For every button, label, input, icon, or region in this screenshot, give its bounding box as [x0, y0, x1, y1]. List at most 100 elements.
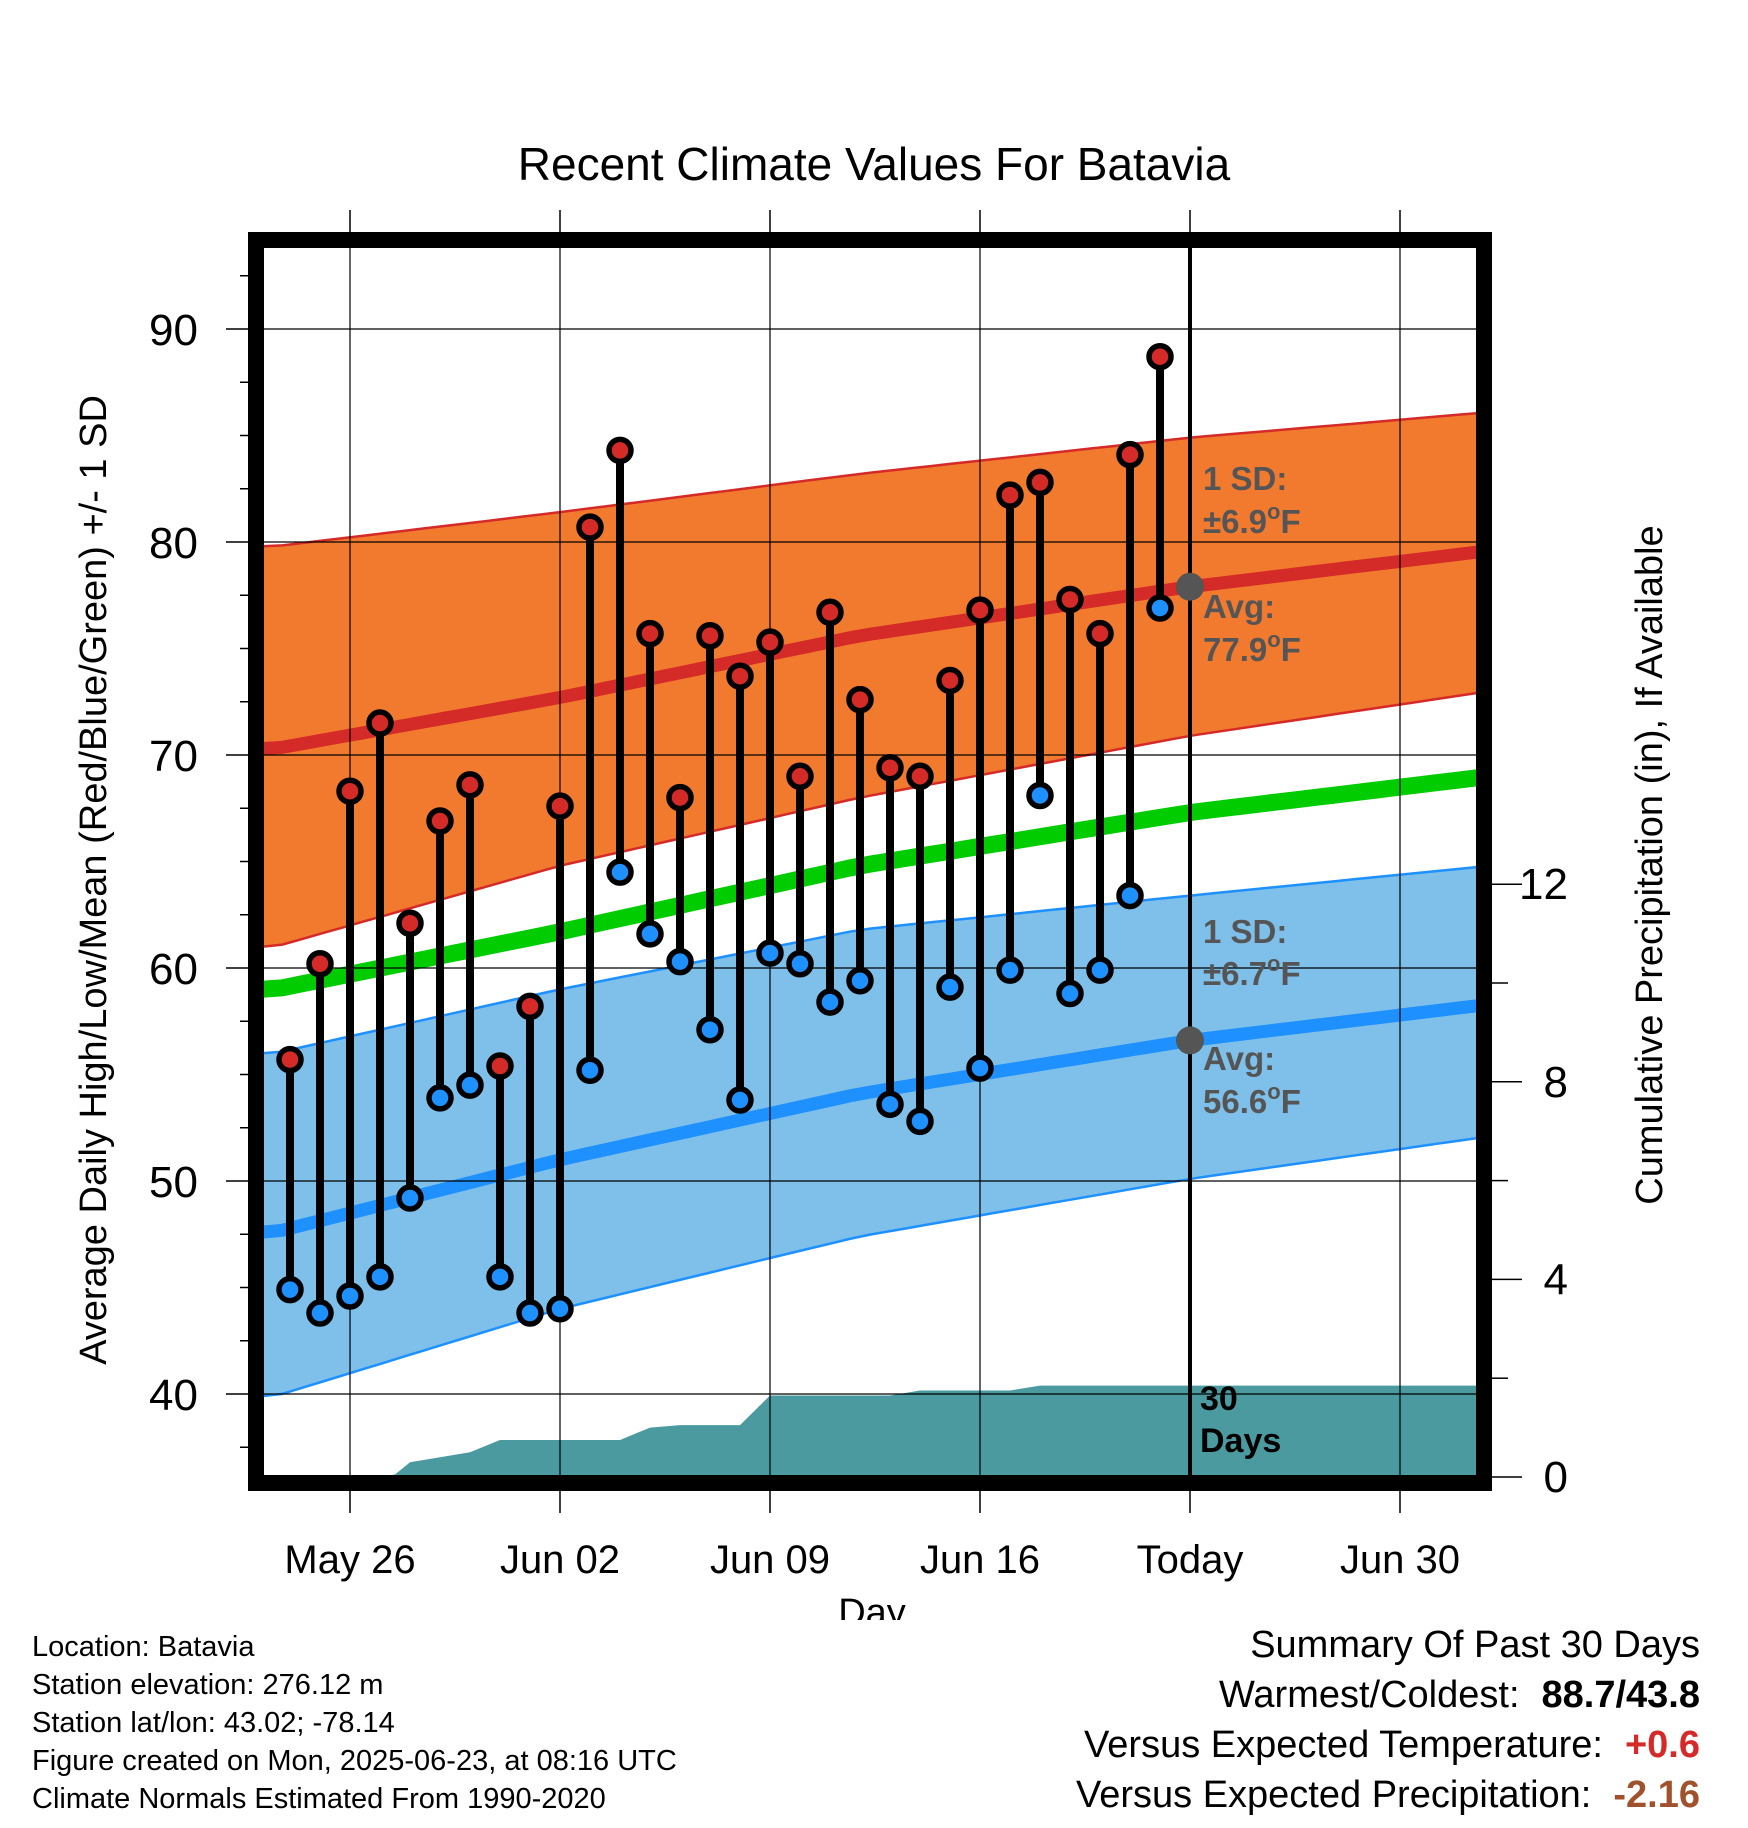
low-sd-value: ±6.7oF: [1203, 951, 1301, 992]
precip-value: -2.16: [1613, 1774, 1700, 1816]
warmest-row: Warmest/Coldest: 88.7/43.8: [1076, 1670, 1700, 1720]
normal-high-line: [262, 545, 1478, 756]
x-tick-label: Jun 09: [710, 1538, 830, 1582]
low-temp-point: [636, 920, 664, 948]
low-temp-point: [576, 1056, 604, 1084]
y2-tick-label: 8: [1544, 1058, 1568, 1107]
low-temp-point: [666, 947, 694, 976]
y-axis-label: Average Daily High/Low/Mean (Red/Blue/Gr…: [73, 395, 115, 1365]
high-temp-point: [876, 754, 904, 782]
x-tick-label: Jun 16: [920, 1538, 1040, 1582]
low-temp-point: [1086, 956, 1114, 984]
high-temp-point: [486, 1052, 514, 1080]
days-label-number: 30: [1200, 1380, 1238, 1418]
warmest-value: 88.7/43.8: [1541, 1674, 1700, 1716]
y2-axis-label: Cumulative Precipitation (in), If Availa…: [1629, 525, 1671, 1204]
station-info: Location: Batavia Station elevation: 276…: [32, 1628, 677, 1818]
high-temp-point: [306, 949, 334, 978]
high-avg-label: Avg:: [1203, 588, 1275, 625]
high-temp-point: [426, 807, 454, 835]
location-text: Location: Batavia: [32, 1631, 255, 1663]
high-temp-point: [516, 992, 544, 1021]
plot-content: [262, 246, 1478, 1477]
low-temp-point: [786, 949, 814, 978]
high-temp-point: [1116, 440, 1144, 469]
low-temp-point: [876, 1090, 904, 1119]
high-temp-point: [786, 762, 814, 791]
high-band-lower-edge: [262, 691, 1478, 948]
low-temp-point: [1116, 881, 1144, 910]
precip-label: Versus Expected Precipitation:: [1075, 1774, 1592, 1816]
low-temp-point: [276, 1275, 304, 1304]
precipitation-area: [266, 1385, 1478, 1477]
low-temp-point: [306, 1299, 334, 1327]
low-temp-point: [996, 956, 1024, 984]
low-temp-point: [606, 858, 634, 886]
x-tick-label: Today: [1137, 1538, 1244, 1582]
low-temp-point: [486, 1263, 514, 1291]
summary-panel: Summary Of Past 30 Days Warmest/Coldest:…: [1076, 1620, 1700, 1820]
high-temp-point: [966, 596, 994, 624]
high-temp-point: [276, 1045, 304, 1074]
x-tick-label: Jun 02: [500, 1538, 620, 1582]
high-temp-point: [1026, 468, 1054, 497]
plot-frame: [248, 232, 1492, 1491]
low-temp-point: [726, 1086, 754, 1114]
low-temp-point: [396, 1184, 424, 1212]
high-temp-point: [666, 783, 694, 812]
high-temp-point: [996, 481, 1024, 509]
y-tick-label: 70: [149, 732, 198, 781]
high-temp-point: [1146, 342, 1174, 371]
high-temp-point: [576, 513, 604, 541]
temp-row: Versus Expected Temperature: +0.6: [1076, 1720, 1700, 1770]
high-temp-point: [336, 777, 364, 805]
high-temp-point: [696, 621, 724, 650]
x-axis-label: Day: [838, 1592, 906, 1620]
high-temp-point: [846, 685, 874, 714]
temp-value: +0.6: [1624, 1724, 1700, 1766]
high-temp-point: [726, 662, 754, 690]
high-temp-point: [366, 709, 394, 737]
today-high-avg-dot: [1176, 572, 1204, 601]
high-temp-point: [756, 628, 784, 656]
low-temp-point: [696, 1016, 724, 1044]
low-temp-point: [516, 1299, 544, 1327]
high-temp-point: [546, 792, 574, 820]
low-temp-point: [366, 1263, 394, 1291]
low-temp-point: [1146, 594, 1174, 622]
y-tick-label: 80: [149, 519, 198, 568]
low-temp-point: [816, 988, 844, 1016]
latlon-text: Station lat/lon: 43.02; -78.14: [32, 1707, 395, 1739]
high-temp-point: [906, 762, 934, 791]
high-band-upper-edge: [262, 411, 1478, 548]
y-tick-label: 90: [149, 306, 198, 355]
normals-text: Climate Normals Estimated From 1990-2020: [32, 1783, 606, 1815]
low-band-lower-edge: [262, 1136, 1478, 1398]
x-tick-label: Jun 30: [1340, 1538, 1460, 1582]
high-temp-point: [456, 771, 484, 799]
low-temp-point: [846, 967, 874, 995]
normal-low-line: [262, 999, 1478, 1239]
low-temp-point: [936, 973, 964, 1001]
elevation-text: Station elevation: 276.12 m: [32, 1669, 384, 1701]
y-tick-label: 50: [149, 1158, 198, 1207]
low-band-upper-edge: [262, 865, 1478, 1055]
high-temp-point: [1056, 585, 1084, 614]
temp-label: Versus Expected Temperature:: [1084, 1724, 1603, 1766]
summary-title: Summary Of Past 30 Days: [1250, 1624, 1700, 1666]
low-sd-label: 1 SD:: [1203, 913, 1287, 950]
created-text: Figure created on Mon, 2025-06-23, at 08…: [32, 1745, 677, 1777]
low-temp-point: [456, 1071, 484, 1099]
high-temp-point: [396, 909, 424, 938]
precip-row: Versus Expected Precipitation: -2.16: [1076, 1770, 1700, 1820]
today-low-avg-dot: [1176, 1026, 1204, 1055]
high-avg-value: 77.9oF: [1203, 627, 1301, 668]
normal-mean-line: [262, 769, 1478, 998]
low-temp-point: [756, 939, 784, 967]
low-sd-band: [262, 867, 1478, 1397]
high-temp-point: [936, 666, 964, 695]
warmest-label: Warmest/Coldest:: [1218, 1674, 1520, 1716]
low-temp-point: [966, 1054, 994, 1082]
low-avg-label: Avg:: [1203, 1040, 1275, 1077]
